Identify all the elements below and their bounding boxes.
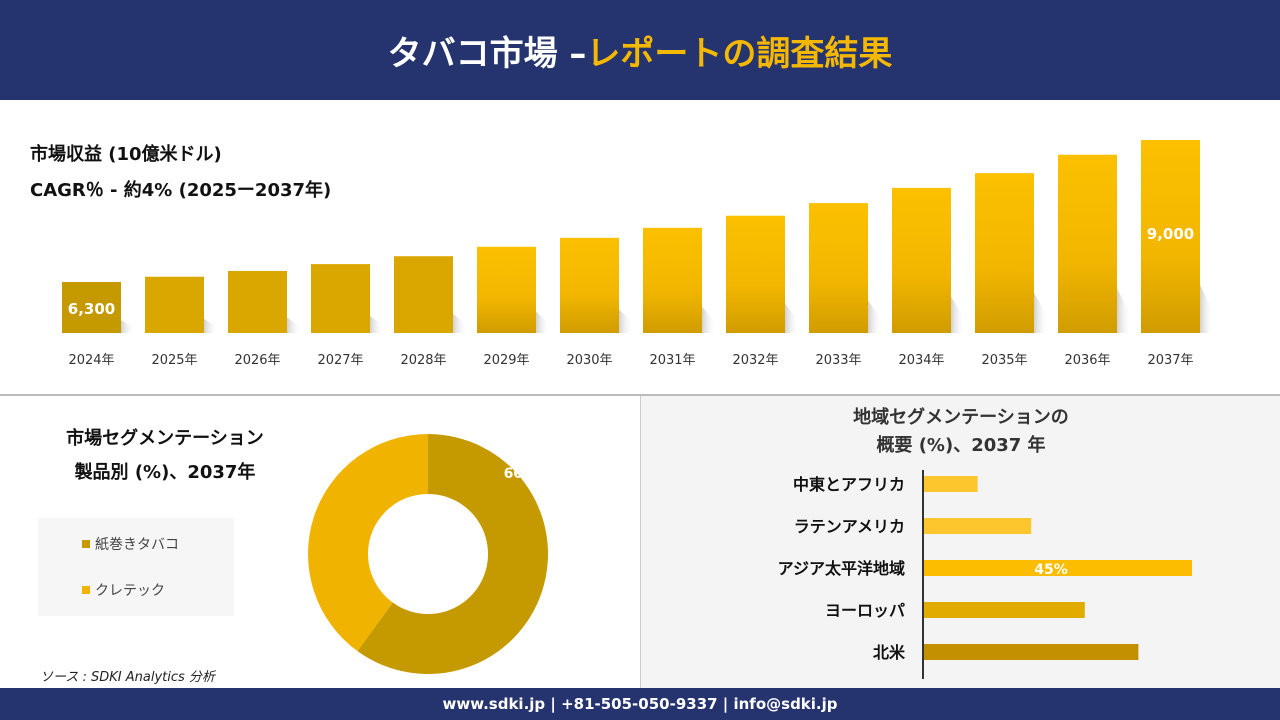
bar-shadow xyxy=(536,311,550,333)
year-label: 2034年 xyxy=(898,353,944,368)
product-segment-title: 市場セグメンテーション 製品別 (%)、2037年 xyxy=(20,422,310,490)
region-label: ヨーロッパ xyxy=(825,601,905,620)
bar-shadow xyxy=(951,296,965,333)
revenue-bar xyxy=(560,237,619,333)
year-label: 2029年 xyxy=(483,353,529,368)
region-label: 中東とアフリカ xyxy=(793,475,905,494)
page-title: タバコ市場 – xyxy=(387,33,587,74)
legend-label: 紙巻きタバコ xyxy=(95,537,179,553)
revenue-bar xyxy=(311,264,370,333)
legend-item: 紙巻きタバコ xyxy=(82,534,179,554)
revenue-bar xyxy=(1141,140,1200,333)
data-label: 6,300 xyxy=(68,300,115,318)
product-title-line1: 市場セグメンテーション xyxy=(66,428,264,449)
regional-title-line1: 地域セグメンテーションの xyxy=(853,407,1069,428)
region-bar xyxy=(924,560,1192,576)
header-banner: タバコ市場 – レポートの調査結果 xyxy=(0,0,1280,100)
regional-title-line2: 概要 (%)、2037 年 xyxy=(876,435,1046,456)
legend-label: クレテック xyxy=(95,583,165,599)
revenue-bar xyxy=(394,256,453,333)
bar-shadow xyxy=(1034,293,1048,333)
bar-shadow xyxy=(1200,284,1214,333)
revenue-bar-chart: 2024年 6,300 2025年 2026年 2027年 2028年 2029年 2030年… xyxy=(62,140,1214,368)
source-note: ソース : SDKI Analytics 分析 xyxy=(40,670,215,685)
footer-contact: www.sdki.jp | +81-505-050-9337 | info@sd… xyxy=(0,688,1280,720)
year-label: 2037年 xyxy=(1147,353,1193,368)
data-label: 45% xyxy=(1034,562,1068,578)
year-label: 2027年 xyxy=(317,353,363,368)
year-label: 2035年 xyxy=(981,353,1027,368)
bar-shadow xyxy=(785,303,799,333)
donut-slice xyxy=(357,434,548,674)
year-label: 2032年 xyxy=(732,353,778,368)
product-donut-chart: 60% xyxy=(308,434,548,674)
region-bar xyxy=(924,644,1139,660)
bar-shadow xyxy=(702,306,716,333)
revenue-bar xyxy=(726,215,785,333)
page-title-accent: レポートの調査結果 xyxy=(586,33,893,74)
year-label: 2024年 xyxy=(68,353,114,368)
regional-segment-title: 地域セグメンテーションの 概要 (%)、2037 年 xyxy=(641,404,1280,460)
year-label: 2036年 xyxy=(1064,353,1110,368)
revenue-bar xyxy=(228,270,287,333)
legend-swatch xyxy=(82,586,90,594)
revenue-bar xyxy=(477,246,536,333)
bar-shadow xyxy=(370,315,384,333)
bar-shadow xyxy=(121,320,135,333)
revenue-title: 市場収益 (10億米ドル) xyxy=(30,144,222,165)
region-label: アジア太平洋地域 xyxy=(778,559,905,578)
bar-shadow xyxy=(204,318,218,333)
bar-shadow xyxy=(1117,288,1131,333)
region-bar xyxy=(924,602,1085,618)
year-label: 2031年 xyxy=(649,353,695,368)
year-label: 2028年 xyxy=(400,353,446,368)
region-bar xyxy=(924,518,1032,534)
regional-segment-section: 地域セグメンテーションの 概要 (%)、2037 年 中東とアフリカ ラテンアメリ… xyxy=(640,396,1280,688)
legend-item: クレテック xyxy=(82,580,165,600)
year-label: 2026年 xyxy=(234,353,280,368)
year-label: 2025年 xyxy=(151,353,197,368)
revenue-bar xyxy=(1058,154,1117,333)
legend-swatch xyxy=(82,540,90,548)
region-bar xyxy=(924,476,978,492)
year-label: 2030年 xyxy=(566,353,612,368)
donut-legend: 紙巻きタバコ クレテック xyxy=(38,518,234,616)
region-label: 北米 xyxy=(873,643,906,662)
revenue-bar xyxy=(892,187,951,333)
product-segment-section: 市場セグメンテーション 製品別 (%)、2037年 紙巻きタバコ クレテック 6… xyxy=(0,396,640,688)
bar-shadow xyxy=(619,309,633,333)
revenue-bar xyxy=(975,173,1034,333)
revenue-bar xyxy=(643,227,702,333)
cagr-text: CAGR％ - 約4% (2025ー2037年) xyxy=(30,180,332,201)
product-title-line2: 製品別 (%)、2037年 xyxy=(74,462,256,483)
bar-shadow xyxy=(868,300,882,333)
revenue-bar xyxy=(145,276,204,333)
bar-shadow xyxy=(453,313,467,333)
data-label: 60% xyxy=(504,466,538,482)
donut-slice xyxy=(308,434,428,652)
data-label: 9,000 xyxy=(1147,225,1194,243)
bar-shadow xyxy=(287,317,301,333)
revenue-bar xyxy=(809,203,868,333)
section-divider xyxy=(0,394,1280,396)
revenue-bar xyxy=(62,281,121,333)
region-label: ラテンアメリカ xyxy=(794,517,905,536)
year-label: 2033年 xyxy=(815,353,861,368)
revenue-section: 市場収益 (10億米ドル) CAGR％ - 約4% (2025ー2037年) 2… xyxy=(0,100,1280,395)
